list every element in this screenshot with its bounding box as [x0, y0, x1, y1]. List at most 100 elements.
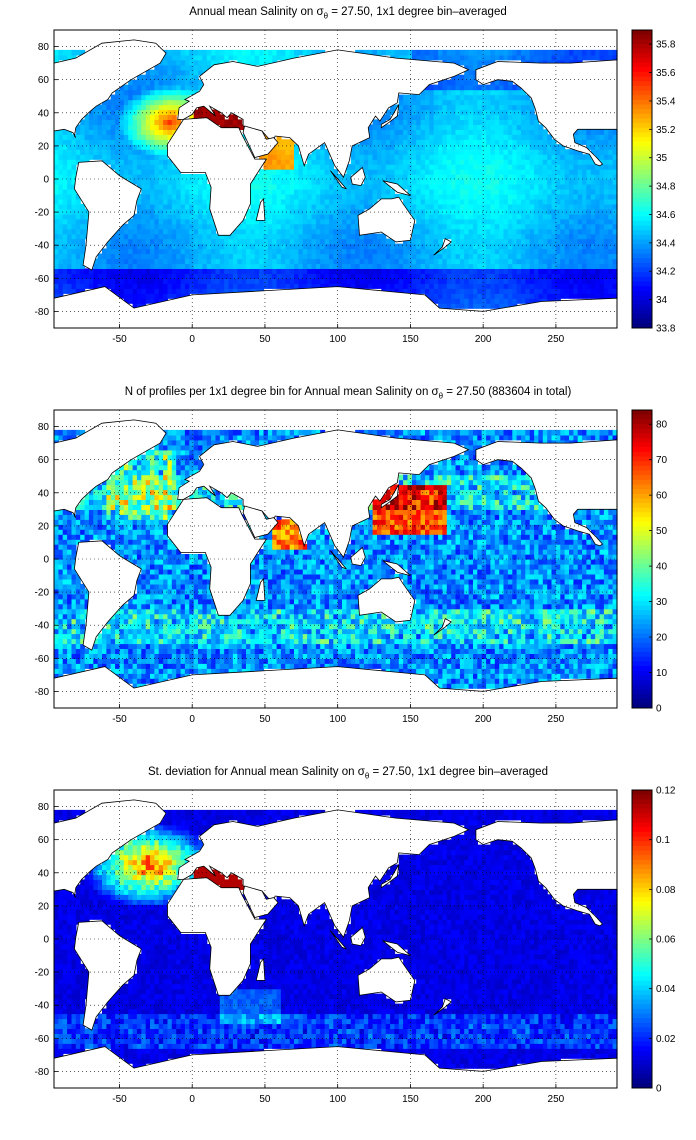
cell — [232, 288, 238, 294]
cell — [198, 79, 203, 86]
cell — [573, 208, 579, 215]
cell — [93, 643, 99, 649]
cell — [267, 193, 273, 200]
cell — [599, 159, 605, 165]
cell — [93, 263, 99, 269]
cell — [263, 253, 269, 260]
cell — [250, 273, 256, 279]
cell — [189, 278, 195, 284]
cell — [542, 164, 548, 170]
cell — [206, 228, 212, 235]
cell — [420, 243, 426, 250]
cell — [416, 208, 422, 215]
cell — [128, 258, 134, 265]
cell — [590, 273, 596, 279]
cell — [106, 479, 112, 486]
cell — [464, 228, 470, 235]
cell — [154, 114, 160, 120]
cell — [289, 213, 295, 220]
cell — [346, 283, 352, 289]
cell — [416, 169, 422, 175]
cell — [551, 218, 557, 225]
cell — [499, 268, 505, 274]
cell — [254, 238, 260, 245]
cell — [163, 248, 169, 255]
cell — [145, 134, 151, 140]
cell — [302, 228, 308, 235]
cell — [67, 653, 73, 659]
cell — [128, 144, 134, 150]
cell — [276, 159, 282, 165]
cell — [547, 268, 553, 274]
cell — [167, 253, 173, 260]
cell — [307, 193, 313, 200]
cell — [333, 193, 339, 200]
cell — [416, 114, 422, 120]
cell — [141, 238, 147, 245]
cell — [473, 169, 478, 175]
cell — [468, 218, 474, 225]
cell — [329, 174, 334, 180]
cell — [381, 144, 387, 150]
cell — [136, 149, 142, 155]
cell — [398, 273, 404, 279]
cell — [451, 213, 457, 220]
cell — [106, 494, 112, 500]
cell — [71, 573, 77, 580]
cell — [311, 248, 317, 255]
cell — [547, 59, 553, 66]
cell — [494, 134, 500, 140]
cell — [346, 218, 352, 225]
cell — [62, 179, 68, 185]
cell — [132, 149, 138, 155]
cell — [228, 283, 234, 289]
cell — [525, 203, 531, 210]
cell — [612, 139, 618, 145]
cell — [75, 278, 81, 284]
cell — [420, 288, 426, 294]
cell — [241, 59, 247, 66]
cell — [433, 198, 439, 205]
cell — [368, 174, 374, 180]
cell — [459, 203, 465, 210]
cell — [58, 188, 64, 195]
cell — [237, 273, 243, 279]
cell — [446, 278, 452, 284]
cell — [468, 84, 474, 91]
y-tick-label: 80 — [38, 42, 50, 53]
cell — [490, 104, 496, 111]
cell — [516, 278, 522, 284]
cell — [346, 243, 352, 250]
cell — [599, 268, 605, 274]
cell — [350, 159, 356, 165]
cell — [97, 154, 103, 160]
cell — [58, 549, 64, 555]
cell — [429, 243, 435, 250]
cell — [298, 193, 304, 200]
cell — [62, 213, 68, 220]
cell — [184, 223, 190, 230]
cell — [193, 223, 199, 230]
cell — [425, 273, 430, 279]
cell — [189, 89, 195, 96]
cell — [608, 233, 614, 240]
cell — [54, 273, 59, 279]
cell — [411, 273, 417, 279]
cell — [420, 273, 426, 279]
cell — [106, 658, 112, 664]
cell — [294, 49, 299, 56]
cell — [180, 293, 186, 299]
cell — [329, 283, 334, 289]
cell — [590, 198, 596, 205]
cell — [145, 69, 151, 76]
cell — [499, 154, 505, 160]
cell — [324, 213, 330, 220]
cell — [320, 248, 326, 255]
cell — [54, 169, 59, 175]
cell — [438, 188, 444, 195]
cell — [211, 258, 217, 265]
cell — [451, 298, 457, 304]
cell — [102, 283, 107, 289]
cell — [595, 174, 601, 180]
cell — [154, 99, 160, 106]
